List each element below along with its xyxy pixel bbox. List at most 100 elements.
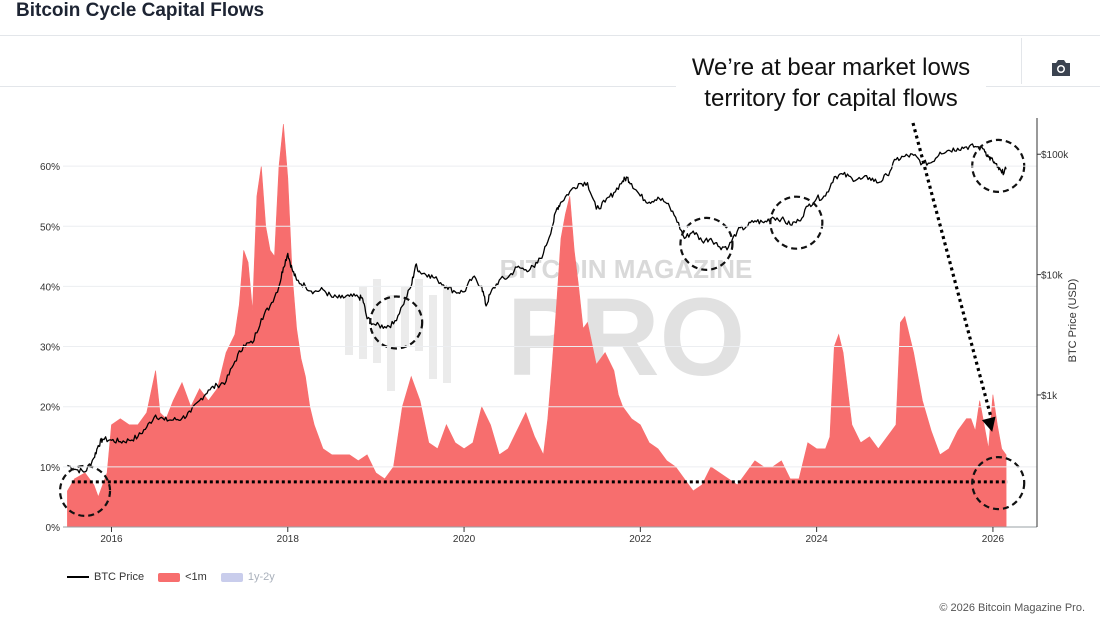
series-btc-price-point [384, 326, 385, 327]
legend-swatch-lt1m [158, 572, 181, 582]
legend-swatch-btc-price [67, 576, 89, 578]
series-lt1m-point [322, 448, 323, 449]
series-lt1m-point [120, 418, 121, 419]
series-lt1m-point [516, 430, 517, 431]
camera-icon[interactable] [1050, 58, 1072, 78]
series-btc-price-point [137, 436, 138, 437]
series-btc-price-point [790, 224, 791, 225]
watermark-bar [387, 295, 395, 391]
series-btc-price [67, 143, 1007, 474]
series-btc-price-point [331, 297, 332, 298]
series-btc-price-point [217, 385, 218, 386]
series-lt1m-point [878, 448, 879, 449]
x-tick-label: 2022 [629, 534, 652, 545]
series-btc-price-point [578, 183, 579, 184]
series-btc-price-point [252, 343, 253, 344]
series-lt1m-point [111, 424, 112, 425]
legend-swatch-1y-2y [220, 572, 243, 582]
series-lt1m-point [781, 460, 782, 461]
series-lt1m-point [860, 442, 861, 443]
series-btc-price-point [728, 246, 729, 247]
series-btc-price-point [887, 175, 888, 176]
series-lt1m-point [159, 412, 160, 413]
series-lt1m-point [922, 400, 923, 401]
series-lt1m-point [851, 424, 852, 425]
legend-item-1y-2y[interactable]: 1y-2y [220, 571, 275, 583]
series-lt1m-point [613, 370, 614, 371]
series-btc-price-point [402, 305, 403, 306]
annotation-line-1: We’re at bear market lows [691, 54, 971, 81]
series-btc-price-point [869, 177, 870, 178]
series-lt1m-point [547, 418, 548, 419]
series-lt1m-point [948, 448, 949, 449]
series-btc-price-point [226, 381, 227, 382]
legend-item-lt1m[interactable]: <1m [158, 571, 207, 583]
series-lt1m-point [984, 424, 985, 425]
annotation-callout: We’re at bear market lows territory for … [676, 52, 986, 114]
annotation-arrow [911, 122, 996, 432]
series-lt1m-point [666, 460, 667, 461]
series-lt1m-point [411, 376, 412, 377]
series-btc-price-point [340, 297, 341, 298]
series-lt1m-point [970, 418, 971, 419]
series-lt1m-point [243, 250, 244, 251]
series-lt1m-point [746, 472, 747, 473]
series-btc-price-point [120, 441, 121, 442]
series-btc-price-point [243, 345, 244, 346]
series-lt1m-point [358, 460, 359, 461]
series-lt1m-point [340, 454, 341, 455]
series-lt1m-point [534, 436, 535, 437]
series-btc-price-point [997, 167, 998, 168]
toolbar-divider [0, 86, 1100, 87]
series-btc-price-point [693, 231, 694, 232]
series-lt1m-point [838, 334, 839, 335]
series-lt1m-point [300, 358, 301, 359]
series-lt1m-point [574, 250, 575, 251]
series-btc-price-point [508, 277, 509, 278]
series-btc-price-point [702, 241, 703, 242]
legend-label-1y-2y: 1y-2y [247, 571, 275, 583]
series-lt1m-point [737, 484, 738, 485]
series-btc-price-point [807, 206, 808, 207]
page-title: Bitcoin Cycle Capital Flows [16, 0, 265, 21]
series-btc-price-point [464, 291, 465, 292]
series-btc-price-point [1001, 172, 1002, 173]
series-btc-price-point [85, 471, 86, 472]
series-btc-price-point [283, 267, 284, 268]
series-btc-price-point [543, 253, 544, 254]
series-btc-price-point [472, 277, 473, 278]
series-lt1m-point [256, 196, 257, 197]
series-btc-price-point [292, 269, 293, 270]
series-btc-price-point [415, 265, 416, 266]
series-lt1m-point [640, 424, 641, 425]
series-btc-price-point [957, 148, 958, 149]
series-lt1m-point [816, 448, 817, 449]
y-right-tick-label: $10k [1041, 271, 1064, 282]
watermark-bar [443, 287, 451, 383]
y-left-tick-label: 0% [46, 523, 61, 534]
series-lt1m-point [181, 382, 182, 383]
legend-label-lt1m: <1m [185, 571, 207, 583]
y-right-axis-label: BTC Price (USD) [1067, 279, 1079, 363]
series-lt1m-point [239, 304, 240, 305]
series-lt1m-point [419, 400, 420, 401]
series-lt1m-point [129, 424, 130, 425]
annotation-circle [679, 216, 734, 271]
series-btc-price-point [710, 238, 711, 239]
series-lt1m-point [596, 364, 597, 365]
series-lt1m-point [67, 490, 68, 491]
series-lt1m-point [997, 424, 998, 425]
y-left-tick-label: 30% [40, 343, 60, 354]
series-lt1m-point [552, 364, 553, 365]
series-lt1m-point [913, 352, 914, 353]
series-btc-price-point [878, 182, 879, 183]
series-btc-price-point [569, 191, 570, 192]
series-lt1m-point [728, 478, 729, 479]
y-left-tick-label: 20% [40, 403, 60, 414]
series-btc-price-point [825, 196, 826, 197]
legend-item-btc-price[interactable]: BTC Price [67, 571, 144, 583]
series-btc-price-point [781, 218, 782, 219]
series-btc-price-point [631, 183, 632, 184]
series-lt1m-point [146, 412, 147, 413]
series-lt1m-point [226, 352, 227, 353]
